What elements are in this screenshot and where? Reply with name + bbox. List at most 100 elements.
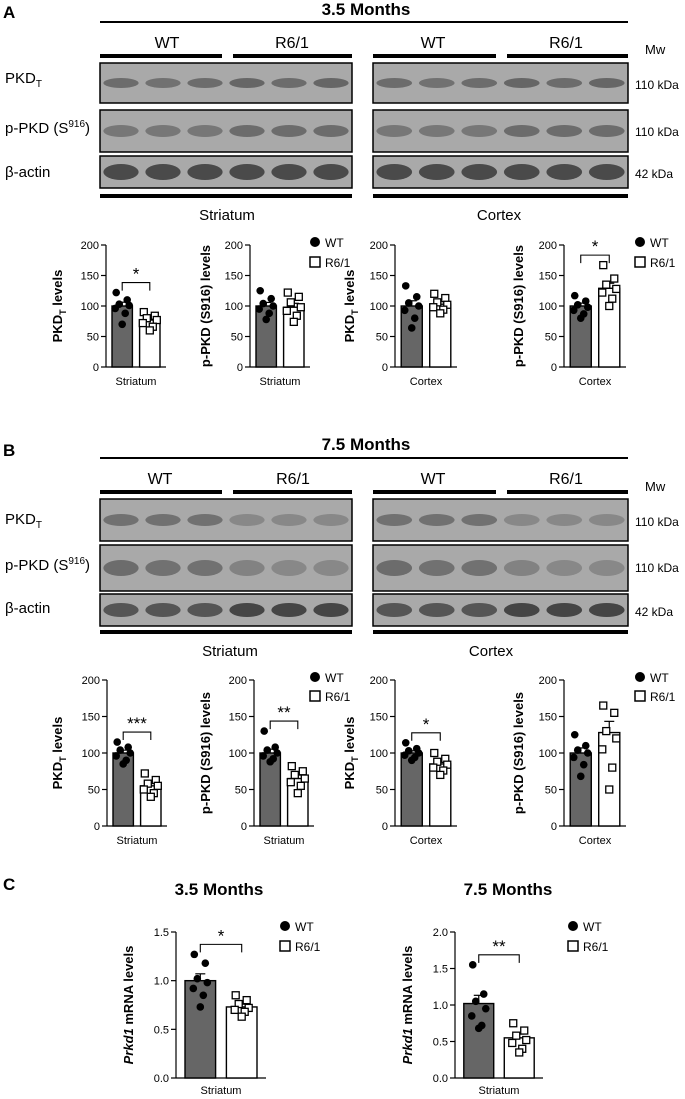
y-tick-label: 150	[82, 712, 100, 724]
y-tick-label: 200	[370, 675, 388, 687]
data-point-r6	[286, 298, 295, 307]
bar-chart-c2: 0.0 0.5 1.0 1.5 2.0 Striatum Prkd1 mRNA levels…	[400, 927, 543, 1097]
blot-band	[229, 78, 265, 88]
data-point-wt	[269, 302, 278, 310]
blot-membrane	[99, 62, 353, 104]
blot-band	[546, 514, 583, 526]
blot-band	[271, 125, 307, 137]
data-point-wt	[119, 760, 127, 768]
blot-membrane	[99, 544, 353, 592]
data-point-wt	[263, 746, 272, 754]
bar-chart-b3: 0 50 100 150 200 Cortex PKDT levels *	[342, 675, 457, 847]
mw-label: 110 kDa	[635, 515, 679, 529]
blot-band	[229, 125, 265, 137]
panel-c: C 3.5 Months 7.5 Months WT R6/1 WT R6/1	[3, 875, 609, 954]
blot-band	[229, 514, 265, 526]
blot-band	[145, 603, 181, 617]
y-tick-label: 50	[88, 785, 100, 797]
significance-label: *	[423, 715, 430, 734]
blot-label-ppkd: p-PKD (S916)	[5, 119, 90, 137]
data-point-wt	[481, 1004, 490, 1013]
blot-band	[187, 514, 223, 526]
significance-label: *	[592, 237, 599, 256]
significance-bracket	[580, 254, 610, 264]
region-label: Cortex	[469, 643, 514, 660]
data-point-wt	[193, 974, 202, 983]
legend-r6: R6/1	[583, 940, 609, 954]
y-tick-label: 0.0	[433, 1073, 448, 1085]
legend-wt: WT	[583, 920, 602, 934]
y-tick-label: 0	[94, 821, 100, 833]
data-point-r6	[296, 303, 305, 312]
y-axis-label: p-PKD (S916) levels	[198, 692, 213, 814]
y-tick-label: 150	[539, 712, 557, 724]
data-point-r6	[146, 792, 155, 801]
data-point-wt	[256, 286, 265, 295]
blot-membrane	[99, 109, 353, 153]
panel-letter: C	[3, 875, 15, 894]
data-point-r6	[282, 306, 291, 316]
data-point-r6	[289, 317, 298, 327]
y-tick-label: 100	[81, 301, 99, 313]
bar-chart-a4: 0 50 100 150 200 Cortex p-PKD (S916) levels *	[511, 237, 626, 388]
data-point-wt	[260, 727, 269, 735]
x-category-label: Striatum	[260, 376, 301, 388]
data-point-r6	[300, 774, 309, 783]
y-tick-label: 150	[539, 271, 557, 283]
legend: WT R6/1	[309, 236, 351, 270]
y-axis-label: p-PKD (S916) levels	[198, 245, 213, 367]
data-point-r6	[283, 288, 292, 297]
data-point-wt	[569, 753, 578, 762]
blot-band	[503, 78, 540, 88]
blot-label-actin: β-actin	[5, 600, 50, 617]
blot-membrane	[372, 593, 629, 627]
data-point-wt	[573, 300, 582, 309]
data-point-r6	[429, 303, 438, 312]
data-point-wt	[259, 752, 268, 760]
data-point-wt	[576, 314, 585, 323]
panel-title: 7.5 Months	[322, 435, 411, 454]
blot-band	[376, 560, 413, 576]
significance-label: **	[492, 937, 506, 956]
y-tick-label: 50	[545, 785, 557, 797]
bar-chart-a2: 0 50 100 150 200 Striatum p-PKD (S916) levels	[198, 240, 310, 388]
y-tick-label: 100	[539, 748, 557, 760]
blot-band	[103, 514, 139, 526]
data-point-r6	[612, 734, 621, 743]
data-point-r6	[599, 701, 608, 710]
data-point-wt	[400, 306, 409, 315]
data-point-r6	[612, 284, 621, 294]
legend-r6: R6/1	[325, 690, 351, 704]
y-tick-label: 200	[82, 675, 100, 687]
y-tick-label: 150	[229, 712, 247, 724]
blot-band	[376, 603, 413, 617]
data-point-wt	[570, 291, 579, 300]
data-point-wt	[121, 309, 129, 318]
blot-band	[271, 560, 307, 576]
y-tick-label: 150	[225, 271, 243, 283]
blot-band	[376, 164, 413, 180]
data-point-r6	[520, 1026, 529, 1035]
legend-r6: R6/1	[325, 256, 351, 270]
data-point-r6	[610, 274, 619, 283]
y-tick-label: 1.0	[154, 976, 169, 988]
y-tick-label: 100	[539, 301, 557, 313]
data-point-r6	[298, 767, 307, 776]
data-point-wt	[404, 299, 413, 307]
y-tick-label: 100	[82, 748, 100, 760]
blot-band	[418, 164, 455, 180]
data-point-r6	[153, 781, 162, 790]
blot-band	[461, 125, 498, 137]
blot-band	[187, 164, 223, 180]
data-point-wt	[201, 959, 210, 967]
western-blots-a	[99, 62, 629, 189]
bar-chart-b1: 0 50 100 150 200 Striatum PKDT levels ***	[50, 675, 167, 847]
blot-band	[418, 514, 455, 526]
y-tick-label: 0	[551, 362, 557, 374]
data-point-wt	[112, 752, 120, 760]
significance-bracket	[411, 732, 441, 741]
data-point-r6	[287, 761, 296, 771]
data-point-wt	[576, 772, 585, 781]
data-point-wt	[581, 741, 590, 750]
data-point-r6	[286, 778, 295, 787]
